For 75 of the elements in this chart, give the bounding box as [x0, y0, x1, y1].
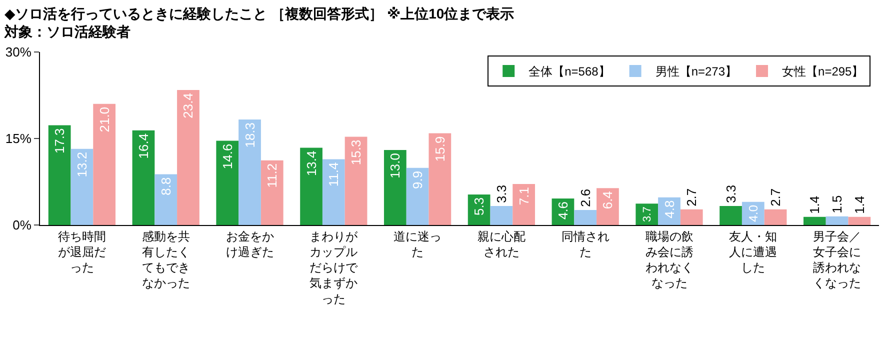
x-tick-label: 待ち時間が退屈だった	[58, 229, 106, 275]
bar	[132, 130, 155, 225]
bar	[322, 159, 345, 225]
data-label: 1.5	[830, 195, 845, 214]
data-label: 3.7	[642, 206, 654, 222]
data-label: 15.9	[432, 136, 448, 162]
data-label: 18.3	[242, 122, 258, 148]
bar	[300, 148, 322, 225]
bar	[154, 174, 178, 225]
data-label: 4.0	[746, 204, 760, 222]
x-tick-label: 親に心配された	[477, 229, 526, 259]
data-label: 9.9	[410, 170, 426, 189]
data-label: 16.4	[136, 133, 151, 159]
bar	[468, 194, 490, 225]
x-tick-label: 職場の飲み会に誘われなくなった	[645, 229, 694, 290]
data-label: 5.3	[472, 197, 487, 216]
bar	[636, 204, 658, 225]
bar	[260, 160, 284, 225]
bar	[93, 104, 116, 225]
data-label: 7.1	[516, 187, 532, 206]
bar	[826, 216, 848, 225]
bar	[406, 168, 429, 225]
data-label: 13.4	[304, 150, 319, 176]
data-label: 2.6	[578, 188, 593, 208]
data-label: 1.4	[807, 196, 822, 214]
chart-subtitle: 対象：ソロ活経験者	[3, 24, 130, 40]
data-label: 2.7	[684, 188, 700, 206]
x-tick-label: お金をかけ過ぎた	[226, 229, 274, 259]
data-label: 8.8	[158, 177, 174, 196]
bar	[70, 148, 94, 225]
bar	[720, 206, 742, 225]
bar	[574, 210, 597, 225]
bar	[512, 184, 536, 225]
data-label: 14.6	[220, 144, 235, 170]
data-label: 6.4	[600, 191, 616, 210]
data-label: 3.3	[723, 184, 738, 203]
chart-title: ◆ソロ活を行っているときに経験したこと ［複数回答形式］ ※上位10位まで表示	[4, 6, 514, 22]
y-tick-label: 15%	[5, 131, 32, 146]
data-label: 21.0	[96, 106, 112, 132]
data-label: 13.2	[74, 152, 90, 178]
x-tick-label: 感動を共有したくてもできなかった	[142, 229, 190, 290]
legend-label: 女性【n=295】	[782, 64, 864, 79]
bar	[490, 206, 513, 225]
bar	[803, 216, 826, 225]
bar	[428, 133, 452, 225]
data-label: 17.3	[52, 128, 68, 154]
bar	[384, 150, 406, 225]
x-tick-label: 同情された	[561, 229, 610, 259]
bar	[48, 125, 71, 225]
data-label: 11.4	[326, 162, 342, 187]
data-label: 13.0	[388, 153, 403, 178]
data-label: 4.8	[662, 200, 677, 218]
y-tick-label: 30%	[5, 44, 32, 60]
bar	[216, 140, 239, 225]
data-label: 3.3	[494, 184, 509, 203]
bar	[848, 216, 871, 225]
x-tick-label: まわりがカップルだらけで気まずかった	[310, 229, 359, 306]
data-label: 23.4	[180, 93, 196, 118]
y-tick-label: 0%	[12, 218, 32, 233]
bar	[344, 136, 368, 225]
bar	[238, 119, 261, 225]
x-tick-label: 友人・知人に遭遇した	[729, 229, 778, 275]
legend-label: 男性【n=273】	[655, 64, 738, 79]
x-tick-label: 男子会／女子会に誘われなくなった	[813, 229, 862, 290]
bar	[596, 188, 619, 225]
bar	[177, 90, 200, 225]
data-label: 1.4	[852, 196, 867, 214]
data-label: 11.2	[264, 163, 280, 188]
legend-label: 全体【n=568】	[528, 64, 610, 79]
bar	[764, 209, 787, 225]
data-label: 2.7	[768, 188, 784, 206]
x-tick-label: 道に迷った	[394, 229, 442, 259]
data-label: 4.6	[555, 201, 570, 220]
data-label: 15.3	[348, 140, 364, 166]
bar	[680, 209, 703, 225]
